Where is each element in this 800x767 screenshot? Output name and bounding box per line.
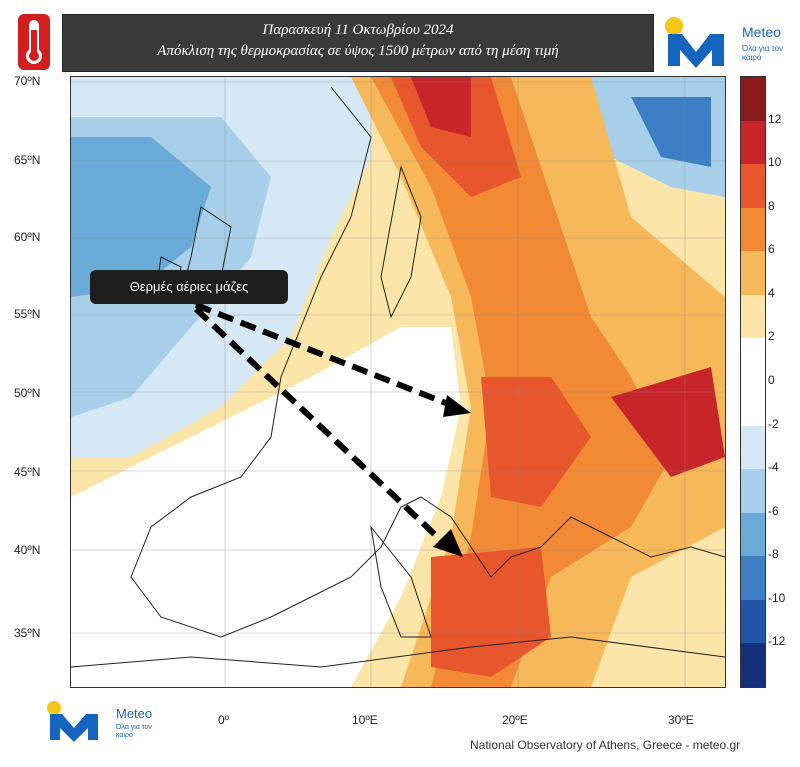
lon-label-30e: 30ºE (668, 713, 694, 727)
lat-label-65n: 65ºN (14, 153, 41, 167)
colorbar-segment (741, 120, 765, 165)
lon-label-20e: 20ºE (502, 713, 528, 727)
colorbar-segment (741, 469, 765, 513)
colorbar-segment (741, 164, 765, 208)
colorbar-segment (741, 599, 765, 644)
colorbar-segment (741, 77, 765, 121)
colorbar-label: -12 (768, 634, 786, 649)
lat-label-50n: 50ºN (14, 386, 41, 400)
lat-label-60n: 60ºN (14, 230, 41, 244)
colorbar-segment (741, 251, 765, 295)
lat-label-35n: 35ºN (14, 626, 41, 640)
lat-label-45n: 45ºN (14, 465, 41, 479)
colorbar-segment (741, 512, 765, 557)
colorbar-label: -6 (768, 503, 779, 518)
header: Παρασκευή 11 Οκτωβρίου 2024 Απόκλιση της… (12, 12, 788, 74)
lat-label-70n: 70ºN (14, 74, 41, 88)
colorbar-label: -8 (768, 547, 779, 562)
footer-logo-tagline: Όλα για τον καιρό (116, 724, 152, 739)
colorbar-label: 2 (768, 329, 775, 344)
lat-label-55n: 55ºN (14, 307, 41, 321)
colorbar-label: 10 (768, 155, 782, 170)
colorbar-label: 12 (768, 111, 782, 126)
footer-meteo-logo: Meteo Όλα για τον καιρό (44, 700, 164, 746)
colorbar (740, 76, 766, 688)
lon-label-10e: 10ºE (352, 713, 378, 727)
colorbar-label: 6 (768, 242, 775, 257)
colorbar-segment (741, 207, 765, 252)
colorbar-label: -2 (768, 416, 779, 431)
thermometer-icon (12, 12, 56, 74)
colorbar-label: -4 (768, 460, 779, 475)
meteo-logo: Meteo Όλα για τον καιρό (658, 12, 788, 74)
colorbar-label: 8 (768, 198, 775, 213)
colorbar-segment (741, 294, 765, 339)
anomaly-map (70, 76, 726, 688)
footer-logo-text: Meteo (116, 706, 153, 721)
title-description: Απόκλιση της θερμοκρασίας σε ύψος 1500 μ… (157, 43, 559, 59)
logo-text: Meteo (742, 24, 781, 40)
credit-text: National Observatory of Athens, Greece -… (470, 738, 741, 752)
warm-air-callout: Θερμές αέριες μάζες (90, 270, 288, 304)
colorbar-segment (741, 381, 765, 426)
logo-tagline: Όλα για τον καιρό (742, 44, 784, 62)
colorbar-segment (741, 556, 765, 600)
title-bar: Παρασκευή 11 Οκτωβρίου 2024 Απόκλιση της… (62, 14, 654, 72)
colorbar-label: 4 (768, 285, 775, 300)
lon-label-0: 0º (218, 713, 230, 727)
lat-label-40n: 40ºN (14, 543, 41, 557)
colorbar-segment (741, 643, 765, 687)
colorbar-label: -10 (768, 590, 786, 605)
title-date: Παρασκευή 11 Οκτωβρίου 2024 (262, 22, 454, 38)
colorbar-label: 0 (768, 373, 775, 387)
colorbar-segment (741, 425, 765, 470)
colorbar-segment (741, 338, 765, 382)
